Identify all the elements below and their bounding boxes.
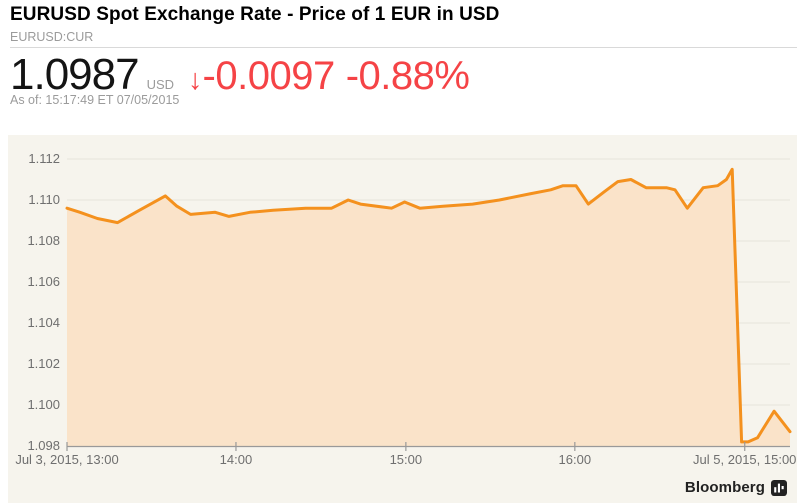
y-axis-tick-label: 1.112 [28, 151, 60, 166]
y-axis-tick-label: 1.110 [28, 192, 60, 207]
x-axis-tick-label: 14:00 [219, 452, 253, 467]
y-axis-tick-label: 1.102 [27, 356, 60, 371]
price-line [65, 167, 792, 444]
y-axis-tick-label: 1.108 [27, 233, 60, 248]
x-axis-tick-label: Jul 5, 2015, 15:00 [693, 452, 797, 467]
price-value: 1.0987 [10, 50, 140, 99]
y-axis-tick-label: 1.106 [27, 274, 60, 289]
arrow-down-icon: ↓ [188, 64, 203, 96]
header-divider [10, 47, 797, 48]
price-row: 1.0987 USD ↓ -0.0097 -0.88% [10, 50, 470, 100]
bloomberg-chart-icon [771, 479, 787, 496]
x-axis-tick-label: Jul 3, 2015, 13:00 [15, 452, 119, 467]
x-axis-tick-label: 15:00 [389, 452, 423, 467]
change-value: -0.0097 [202, 54, 336, 98]
change-percent: -0.88% [345, 54, 470, 98]
area-fill [67, 169, 790, 447]
price-currency: USD [146, 77, 175, 92]
price-area-chart[interactable] [8, 135, 797, 503]
ticker-symbol: EURUSD:CUR [10, 30, 94, 44]
chart-panel: Bloomberg 1.112 1.110 1.108 1.106 1.104 1.102… [8, 135, 797, 503]
y-axis-tick-label: 1.100 [27, 397, 60, 412]
as-of-timestamp: As of: 15:17:49 ET 07/05/2015 [10, 93, 180, 107]
page-title: EURUSD Spot Exchange Rate - Price of 1 E… [10, 4, 500, 25]
x-axis-tick-label: 16:00 [558, 452, 592, 467]
bloomberg-logo: Bloomberg [685, 479, 787, 496]
bloomberg-wordmark: Bloomberg [684, 479, 765, 496]
y-axis-tick-label: 1.104 [27, 315, 60, 330]
y-axis-tick-label: 1.098 [27, 438, 60, 453]
